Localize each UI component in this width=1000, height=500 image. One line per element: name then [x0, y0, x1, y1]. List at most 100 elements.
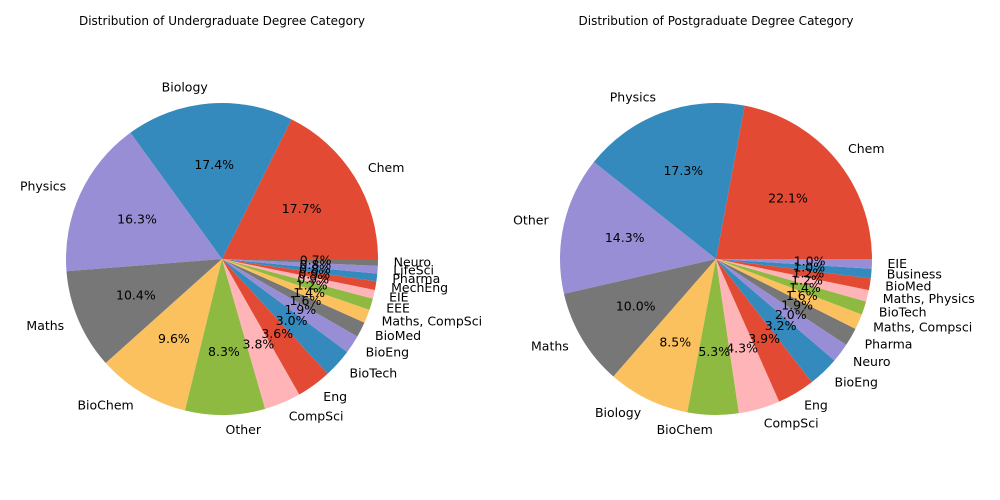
pie-slice-chem — [716, 105, 872, 259]
pie-slice-biomed — [222, 259, 365, 337]
slice-percent-eng: 3.6% — [261, 326, 293, 341]
pie-slice-biochem — [687, 259, 739, 416]
slice-percent-biochem: 5.3% — [698, 344, 730, 359]
pie-slice-maths-physics — [716, 259, 869, 302]
slice-percent-biology: 17.4% — [194, 157, 234, 172]
slice-percent-physics: 17.3% — [663, 163, 703, 178]
pie-slice-pharma — [222, 259, 378, 282]
pie-slice-other — [184, 259, 266, 415]
slice-label-maths: Maths — [26, 318, 64, 333]
slice-label-maths-compsci: Maths, Compsci — [873, 320, 972, 335]
pie-slice-biology — [613, 259, 716, 413]
slice-percent-eie: 0.9% — [297, 272, 329, 287]
slice-percent-biotech: 1.4% — [789, 280, 821, 295]
pie-slice-eng — [716, 259, 812, 402]
slice-label-neuro: Neuro — [853, 354, 890, 369]
slice-label-physics: Physics — [20, 179, 66, 194]
slice-percent-chem: 22.1% — [768, 191, 808, 206]
pie-slice-compsci — [716, 259, 780, 414]
slice-label-bioeng: BioEng — [835, 375, 878, 390]
slice-percent-bioeng: 1.9% — [284, 302, 316, 317]
slice-percent-maths: 10.0% — [616, 299, 656, 314]
pie-slice-physics — [593, 102, 745, 260]
slice-percent-pharma: 1.9% — [781, 297, 813, 312]
slice-percent-business: 1.0% — [793, 259, 825, 274]
pie-slice-bioeng — [222, 259, 358, 353]
slice-percent-maths: 10.4% — [116, 287, 156, 302]
pie-slice-eng — [222, 259, 328, 395]
slice-percent-eng: 3.9% — [748, 331, 780, 346]
chart-title-undergraduate: Distribution of Undergraduate Degree Cat… — [79, 14, 365, 28]
pie-slice-neuro — [222, 259, 378, 266]
slice-label-lifesci: LifeSci — [393, 262, 434, 277]
slice-label-pharma: Pharma — [865, 336, 913, 351]
pie-slice-business — [716, 259, 872, 279]
slice-percent-eee: 1.2% — [296, 278, 328, 293]
slice-label-bioeng: BioEng — [366, 345, 409, 360]
slice-label-eie: EIE — [389, 289, 409, 304]
pie-slice-neuro — [716, 259, 847, 361]
pie-1 — [560, 102, 872, 416]
pie-slice-bioeng — [716, 259, 835, 383]
slice-label-pharma: Pharma — [392, 271, 440, 286]
slice-percent-physics: 16.3% — [117, 211, 157, 226]
slice-percent-neuro: 0.7% — [300, 253, 332, 268]
pie-slice-eee — [222, 259, 373, 310]
slice-label-biology: Biology — [162, 80, 209, 95]
pie-slice-biochem — [105, 259, 222, 411]
pie-slice-mecheng — [222, 259, 377, 291]
pie-slice-maths — [66, 259, 222, 364]
slice-percent-maths-compsci: 1.4% — [293, 285, 325, 300]
slice-label-biotech: BioTech — [879, 304, 927, 319]
slice-label-eie: EIE — [888, 256, 908, 271]
slice-percent-bioeng: 3.2% — [765, 318, 797, 333]
slice-label-compsci: CompSci — [289, 409, 344, 424]
slice-percent-lifesci: 0.8% — [300, 257, 332, 272]
slice-percent-neuro: 2.0% — [775, 307, 807, 322]
chart-title-postgraduate: Distribution of Postgraduate Degree Cate… — [579, 14, 854, 28]
pie-0 — [66, 102, 378, 415]
slice-percent-chem: 17.7% — [282, 201, 322, 216]
pie-slice-maths-compsci — [716, 259, 862, 329]
slice-label-biotech: BioTech — [350, 365, 398, 380]
slice-percent-mecheng: 0.9% — [298, 267, 330, 282]
slice-percent-biotech: 3.0% — [276, 313, 308, 328]
slice-label-chem: Chem — [368, 160, 405, 175]
pie-slice-physics — [66, 132, 222, 272]
slice-percent-biology: 8.5% — [659, 335, 691, 350]
slice-label-eng: Eng — [804, 398, 828, 413]
slice-label-eee: EEE — [386, 300, 410, 315]
slice-label-mecheng: MechEng — [391, 280, 448, 295]
pie-slice-biomed — [716, 259, 871, 291]
slice-label-business: Business — [887, 267, 942, 282]
slice-label-physics: Physics — [610, 90, 656, 105]
pie-slice-maths-compsci — [222, 259, 370, 323]
slice-percent-biomed: 1.2% — [793, 266, 825, 281]
slice-label-maths-physics: Maths, Physics — [883, 291, 975, 306]
slice-percent-biochem: 9.6% — [158, 331, 190, 346]
pie-slice-eie — [222, 259, 375, 299]
pie-slice-eie — [716, 259, 872, 269]
slice-label-biochem: BioChem — [77, 398, 133, 413]
slice-label-maths: Maths — [531, 339, 569, 354]
slice-label-biomed: BioMed — [375, 328, 421, 343]
slice-label-eng: Eng — [323, 389, 347, 404]
slice-percent-compsci: 4.3% — [726, 340, 758, 355]
slice-percent-maths-compsci: 1.6% — [786, 288, 818, 303]
pie-slice-chem — [222, 119, 378, 259]
pie-slice-biotech — [716, 259, 867, 315]
pie-slice-compsci — [222, 259, 300, 409]
slice-label-neuro: Neuro — [394, 254, 431, 269]
slice-label-other: Other — [226, 422, 262, 437]
slice-label-other: Other — [513, 213, 549, 228]
slice-percent-compsci: 3.8% — [243, 337, 275, 352]
pie-slice-maths — [563, 259, 716, 377]
slice-label-biomed: BioMed — [885, 278, 931, 293]
pie-slice-pharma — [716, 259, 856, 345]
slice-percent-eie: 1.0% — [794, 253, 826, 268]
slice-percent-biomed: 1.6% — [290, 293, 322, 308]
slice-percent-maths-physics: 1.2% — [791, 273, 823, 288]
pie-slice-other — [560, 162, 716, 294]
